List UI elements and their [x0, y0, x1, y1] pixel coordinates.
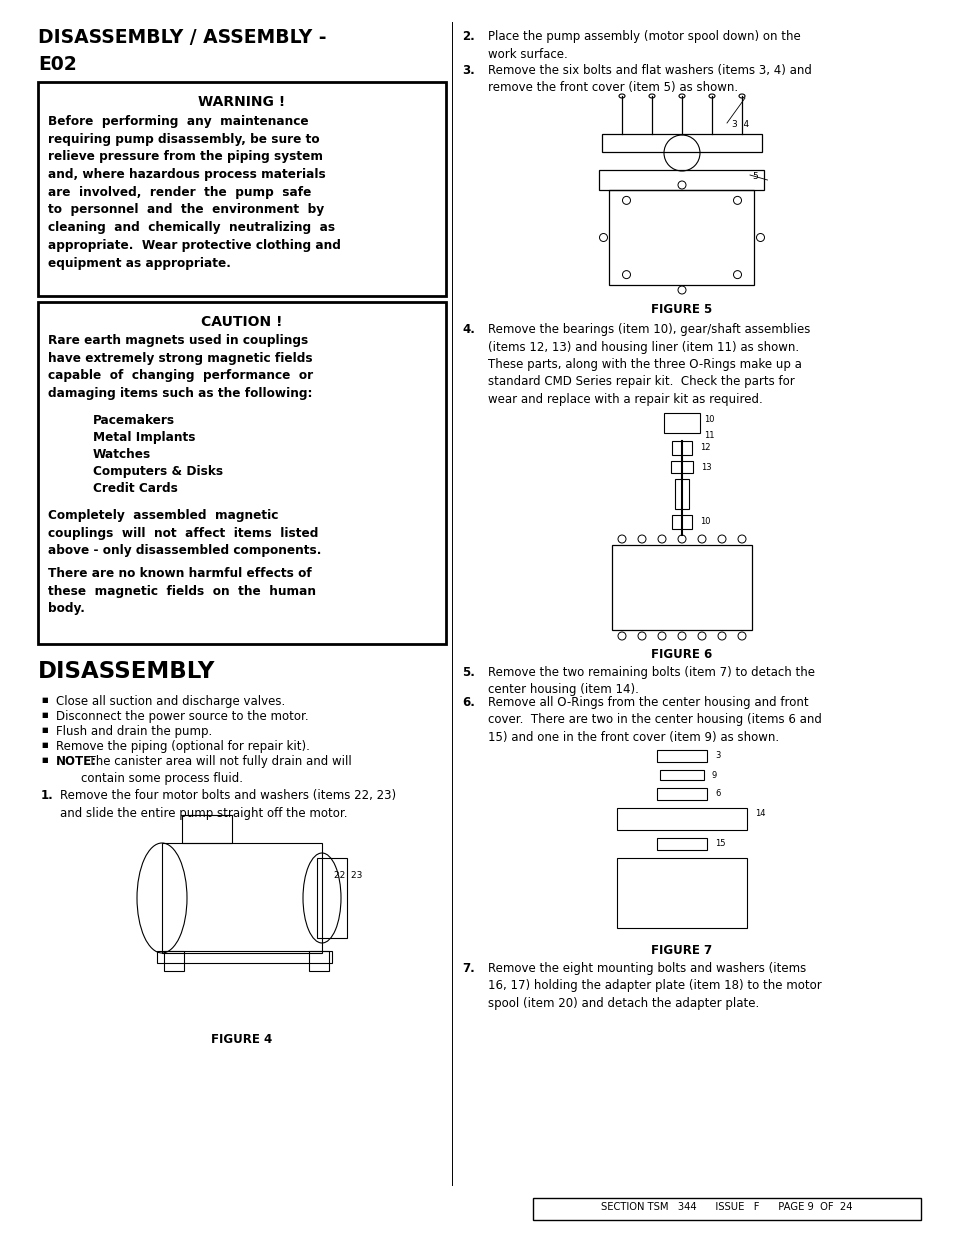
Text: Completely  assembled  magnetic
couplings  will  not  affect  items  listed
abov: Completely assembled magnetic couplings … — [48, 509, 321, 557]
Text: The canister area will not fully drain and will
contain some process fluid.: The canister area will not fully drain a… — [81, 755, 352, 785]
Text: DISASSEMBLY / ASSEMBLY -: DISASSEMBLY / ASSEMBLY - — [38, 28, 326, 47]
Text: CAUTION !: CAUTION ! — [201, 315, 282, 329]
Bar — [164, 951, 184, 971]
Text: 12: 12 — [700, 443, 710, 452]
Text: Computers & Disks: Computers & Disks — [92, 466, 223, 478]
Text: 3.: 3. — [461, 64, 475, 77]
Text: 14: 14 — [754, 809, 764, 818]
Bar — [162, 844, 322, 953]
Bar — [670, 461, 692, 473]
Text: 10: 10 — [700, 517, 710, 526]
Text: There are no known harmful effects of
these  magnetic  fields  on  the  human
bo: There are no known harmful effects of th… — [48, 567, 315, 615]
Text: WARNING !: WARNING ! — [198, 95, 285, 109]
Bar — [671, 441, 691, 454]
Bar — [609, 190, 754, 285]
Text: NOTE:: NOTE: — [56, 755, 97, 768]
Text: Remove the bearings (item 10), gear/shaft assemblies
(items 12, 13) and housing : Remove the bearings (item 10), gear/shaf… — [488, 324, 809, 406]
Text: ■: ■ — [41, 697, 48, 703]
Bar — [612, 545, 751, 630]
Bar — [38, 82, 446, 296]
Text: Disconnect the power source to the motor.: Disconnect the power source to the motor… — [56, 710, 309, 722]
Text: Close all suction and discharge valves.: Close all suction and discharge valves. — [56, 695, 285, 708]
Bar — [157, 951, 332, 963]
Text: FIGURE 4: FIGURE 4 — [212, 1032, 273, 1046]
Text: Pacemakers: Pacemakers — [92, 414, 175, 427]
Bar — [533, 1198, 920, 1220]
Text: DISASSEMBLY: DISASSEMBLY — [38, 659, 215, 683]
Text: 22  23: 22 23 — [334, 871, 362, 881]
Text: 5: 5 — [751, 172, 757, 182]
Text: Place the pump assembly (motor spool down) on the
work surface.: Place the pump assembly (motor spool dow… — [488, 30, 800, 61]
Text: Flush and drain the pump.: Flush and drain the pump. — [56, 725, 212, 739]
Bar — [657, 839, 706, 850]
Text: ■: ■ — [41, 713, 48, 718]
Text: Remove the eight mounting bolts and washers (items
16, 17) holding the adapter p: Remove the eight mounting bolts and wash… — [488, 962, 821, 1010]
Bar — [671, 515, 691, 529]
Text: FIGURE 7: FIGURE 7 — [651, 944, 712, 957]
Text: 4.: 4. — [461, 324, 475, 336]
Text: 10: 10 — [703, 415, 714, 424]
Bar — [182, 815, 232, 844]
Bar — [657, 750, 706, 762]
Bar — [617, 858, 746, 927]
Text: 1.: 1. — [41, 789, 53, 802]
Text: 9: 9 — [711, 771, 717, 781]
Bar — [657, 788, 706, 800]
Text: 13: 13 — [700, 463, 711, 472]
Text: 7.: 7. — [461, 962, 475, 974]
Text: Metal Implants: Metal Implants — [92, 431, 195, 445]
Text: SECTION TSM   344      ISSUE   F      PAGE 9  OF  24: SECTION TSM 344 ISSUE F PAGE 9 OF 24 — [600, 1202, 852, 1212]
Bar — [659, 769, 703, 781]
Bar — [617, 808, 746, 830]
Text: 3: 3 — [714, 751, 720, 760]
Bar — [601, 135, 761, 152]
Text: 6: 6 — [714, 789, 720, 798]
Text: Remove the piping (optional for repair kit).: Remove the piping (optional for repair k… — [56, 740, 310, 753]
Text: FIGURE 6: FIGURE 6 — [651, 648, 712, 661]
Text: E02: E02 — [38, 56, 76, 74]
Text: Remove the two remaining bolts (item 7) to detach the
center housing (item 14).: Remove the two remaining bolts (item 7) … — [488, 666, 814, 697]
Bar — [598, 170, 763, 190]
Text: ■: ■ — [41, 742, 48, 748]
Bar — [675, 479, 688, 509]
Bar — [663, 412, 700, 433]
Text: 2.: 2. — [461, 30, 475, 43]
Text: Watches: Watches — [92, 448, 152, 461]
Text: Remove all O-Rings from the center housing and front
cover.  There are two in th: Remove all O-Rings from the center housi… — [488, 697, 821, 743]
Text: Credit Cards: Credit Cards — [92, 482, 177, 495]
Text: 5.: 5. — [461, 666, 475, 679]
Text: 15: 15 — [714, 839, 724, 848]
Bar — [309, 951, 329, 971]
Bar — [38, 303, 446, 643]
Text: Remove the four motor bolts and washers (items 22, 23)
and slide the entire pump: Remove the four motor bolts and washers … — [60, 789, 395, 820]
Text: 3  4: 3 4 — [731, 120, 748, 128]
Text: 6.: 6. — [461, 697, 475, 709]
Text: ■: ■ — [41, 757, 48, 763]
Text: 11: 11 — [703, 431, 714, 440]
Bar — [316, 858, 347, 939]
Text: ■: ■ — [41, 727, 48, 734]
Text: Remove the six bolts and flat washers (items 3, 4) and
remove the front cover (i: Remove the six bolts and flat washers (i… — [488, 64, 811, 95]
Text: FIGURE 5: FIGURE 5 — [651, 303, 712, 316]
Text: Before  performing  any  maintenance
requiring pump disassembly, be sure to
reli: Before performing any maintenance requir… — [48, 115, 340, 269]
Text: Rare earth magnets used in couplings
have extremely strong magnetic fields
capab: Rare earth magnets used in couplings hav… — [48, 333, 313, 400]
